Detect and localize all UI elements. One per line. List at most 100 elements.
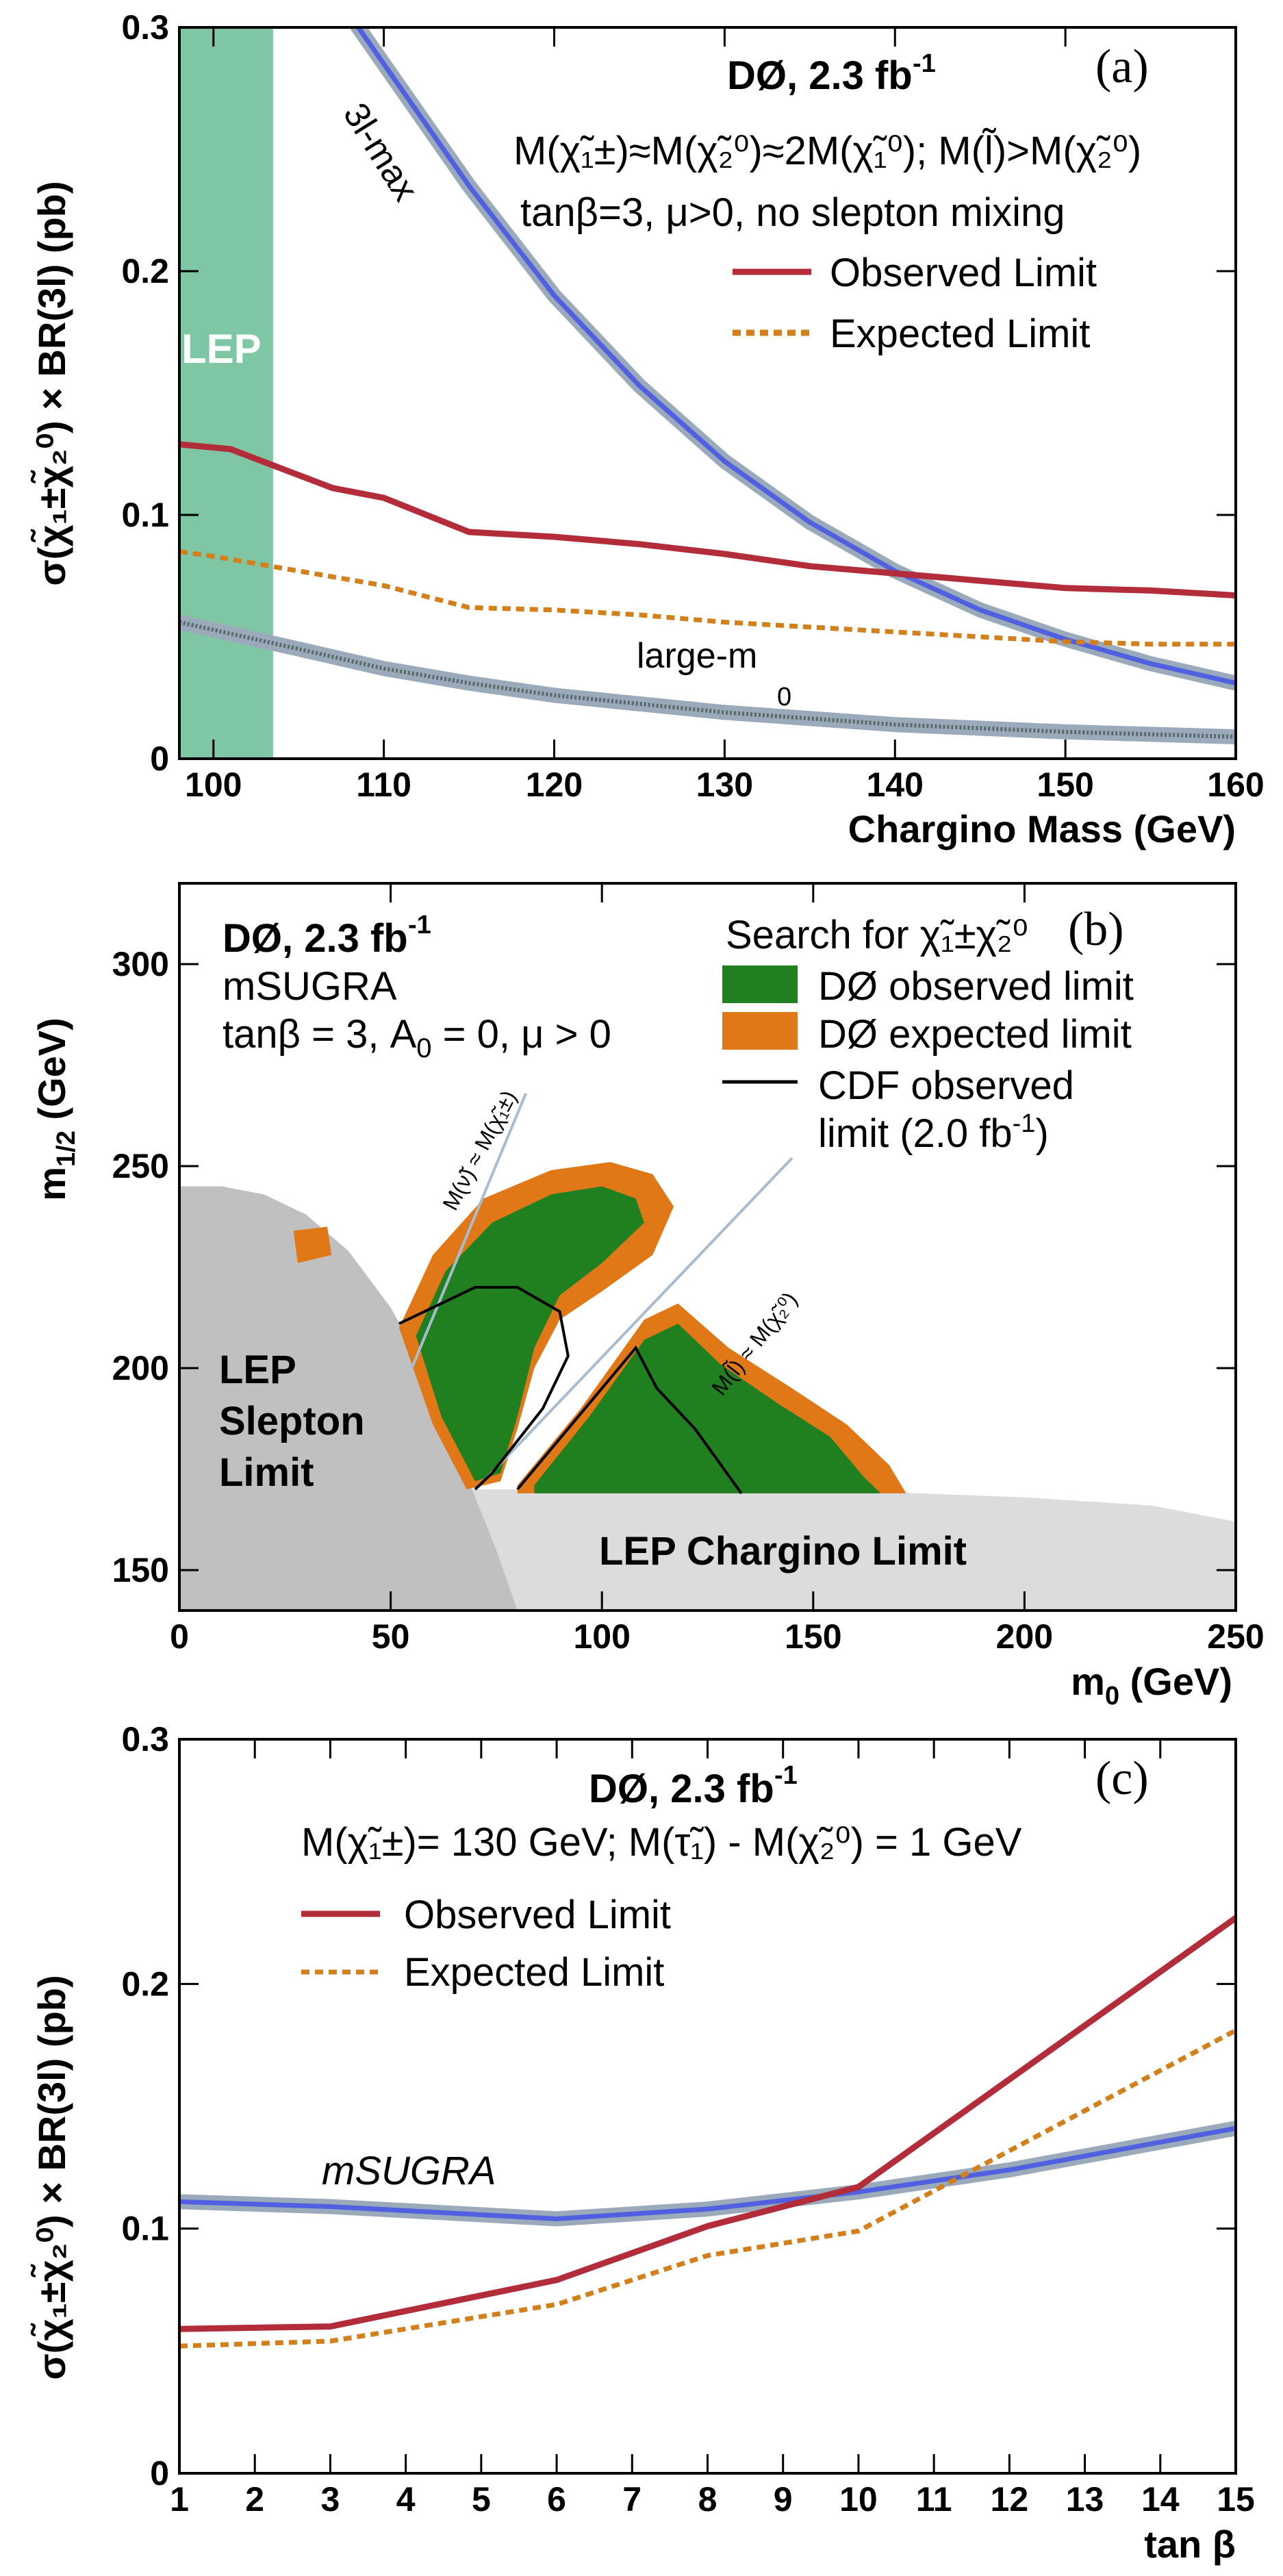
- panel-c-x-tick-label: 10: [839, 2480, 878, 2518]
- panel-a-label: (a): [1095, 40, 1149, 93]
- panel-b-x-tick-label: 100: [573, 1617, 630, 1656]
- panel-c-x-tick-label: 2: [245, 2480, 264, 2518]
- panel-c-x-tick-label: 6: [547, 2480, 566, 2518]
- panel-c-y-tick-label: 0.1: [121, 2210, 169, 2248]
- panel-c-y-axis-title: σ(χ̃₁±χ̃₂⁰) × BR(3l) (pb): [30, 1975, 73, 2379]
- panel-a-lep-label: LEP: [181, 326, 262, 372]
- panel-b-lep-chargino-label: LEP Chargino Limit: [599, 1529, 967, 1574]
- panel-b-search-label: Search for χ̃₁±χ̃₂⁰: [726, 913, 1028, 957]
- panel-c-x-tick-label: 15: [1217, 2480, 1255, 2518]
- panel-a-conditions-1: M(χ̃₁±)≈M(χ̃₂⁰)≈2M(χ̃₁⁰); M(l̃)>M(χ̃₂⁰): [513, 128, 1141, 173]
- panel-a-header-sup: -1: [913, 49, 936, 78]
- panel-a-x-tick-label: 160: [1207, 766, 1264, 804]
- panel-b-model: mSUGRA: [223, 964, 397, 1009]
- panel-c-label: (c): [1095, 1752, 1149, 1805]
- panel-a-legend-observed-label: Observed Limit: [830, 251, 1097, 295]
- panel-c-x-tick-label: 14: [1141, 2480, 1180, 2518]
- panel-a-expected-limit-line: [179, 548, 1236, 647]
- panel-a-y-tick-label: 0: [150, 740, 169, 778]
- panel-b-legend-cdf-label-2: limit (2.0 fb-1): [818, 1109, 1049, 1156]
- panel-b-x-tick-label: 0: [170, 1617, 189, 1656]
- panel-a-frame: [178, 26, 1237, 760]
- panel-b-x-axis-title: m0 (GeV): [1071, 1660, 1232, 1710]
- panel-c-x-tick-label: 12: [991, 2480, 1029, 2518]
- panel-a-x-tick-label: 130: [696, 766, 753, 804]
- panel-a-x-tick-label: 150: [1037, 766, 1093, 804]
- kinematic-line-2: [482, 1157, 793, 1482]
- panel-c-msugra-label: mSUGRA: [322, 2149, 496, 2193]
- panel-b-x-tick-label: 250: [1207, 1617, 1264, 1656]
- cdf-contour-1: [398, 1286, 570, 1491]
- panel-a-large-m0-line: [179, 620, 1236, 739]
- d0-observed-region-upper: [416, 1186, 644, 1482]
- panel-b-lep-slepton-line-2: Slepton: [219, 1399, 365, 1443]
- panel-c-observed-limit-line: [179, 1915, 1236, 2332]
- panel-a-y-tick-label: 0.2: [121, 252, 169, 290]
- d0-expected-region-small: [293, 1226, 332, 1263]
- panel-c-msugra-line: [179, 2125, 1236, 2221]
- panel-b-label: (b): [1068, 903, 1124, 956]
- panel-b-y-tick-label: 200: [112, 1349, 169, 1387]
- panel-c-x-tick-label: 5: [472, 2480, 491, 2518]
- panel-b-y-tick-label: 300: [112, 945, 169, 983]
- panel-b-legend-observed-label: DØ observed limit: [818, 964, 1134, 1009]
- panel-b-legend-expected-label: DØ expected limit: [818, 1012, 1132, 1057]
- panel-a-x-axis-title: Chargino Mass (GeV): [848, 807, 1236, 850]
- panel-c-x-tick-label: 13: [1066, 2480, 1104, 2518]
- panel-b-header: DØ, 2.3 fb: [223, 916, 408, 961]
- panel-c-header: DØ, 2.3 fb: [589, 1767, 774, 1811]
- panel-b-x-tick-label: 150: [785, 1617, 841, 1656]
- panel-a-legend-expected-label: Expected Limit: [830, 312, 1090, 356]
- panel-c-legend-expected-label: Expected Limit: [404, 1950, 664, 1995]
- panel-b-legend-expected-swatch: [722, 1012, 798, 1050]
- panel-c-x-tick-label: 8: [698, 2480, 717, 2518]
- panel-a-x-tick-label: 100: [185, 766, 242, 804]
- kinematic-line-1: [410, 1093, 527, 1369]
- panel-b-frame: [178, 882, 1237, 1612]
- panel-b-legend-cdf-label: CDF observed: [818, 1063, 1074, 1108]
- lep-slepton-region: [179, 1186, 518, 1611]
- panel-c-x-tick-label: 11: [916, 2480, 952, 2518]
- panel-a-y-axis-title: σ(χ̃₁±χ̃₂⁰) × BR(3l) (pb): [30, 181, 73, 585]
- panel-a-chart: 100 110 120 130 140 150 160 0 0.1 0.2 0.3 σ(χ̃₁±χ̃…: [30, 8, 1265, 850]
- panel-a-x-tick-label: 110: [356, 766, 411, 804]
- panel-c-y-tick-label: 0.2: [121, 1965, 169, 2003]
- panel-b-x-tick-label: 200: [996, 1617, 1053, 1656]
- panel-b-lep-slepton-line-1: LEP: [219, 1348, 296, 1392]
- panel-b-params: tanβ = 3, A0 = 0, μ > 0: [223, 1012, 611, 1063]
- panel-c-y-tick-label: 0.3: [121, 1720, 169, 1758]
- svg-text:m1/2 (GeV): m1/2 (GeV): [30, 1018, 81, 1201]
- panel-c-x-tick-label: 1: [170, 2480, 189, 2518]
- panel-a-y-tick-label: 0.1: [121, 496, 169, 534]
- panel-b-y-tick-label: 250: [112, 1147, 169, 1185]
- panel-a-observed-limit-line: [179, 441, 1236, 598]
- panel-c-x-axis-title: tan β: [1144, 2523, 1236, 2566]
- panel-a-x-tick-label: 140: [867, 766, 924, 804]
- panel-b-y-axis-title: m1/2 (GeV): [30, 1018, 81, 1201]
- panel-c-conditions: M(χ̃₁±)= 130 GeV; M(τ̃₁) - M(χ̃₂⁰) = 1 G…: [301, 1820, 1022, 1865]
- panel-c-x-tick-label: 4: [396, 2480, 416, 2518]
- panel-c-expected-limit-line: [179, 2028, 1236, 2349]
- panel-a-large-m0-label: large-m: [637, 636, 757, 676]
- panel-b-header-sup: -1: [408, 911, 431, 939]
- panel-a-large-m0-sub: 0: [777, 683, 791, 711]
- cdf-contour-2: [516, 1345, 743, 1495]
- lep-excluded-band: [179, 27, 273, 759]
- panel-a-x-tick-label: 120: [526, 766, 583, 804]
- panel-b-lep-slepton-line-3: Limit: [219, 1450, 314, 1495]
- panel-b-chart: 0 50 100 150 200 250 150 200 250 300 m1/2 (GeV) m…: [30, 882, 1265, 1710]
- panel-a-3l-max-line: [355, 27, 1236, 686]
- panel-b-legend-observed-swatch: [722, 965, 798, 1003]
- panel-b-y-tick-label: 150: [112, 1551, 169, 1589]
- panel-c-x-tick-label: 3: [321, 2480, 340, 2518]
- panel-c-x-tick-label: 9: [774, 2480, 793, 2518]
- panel-a-header: DØ, 2.3 fb: [727, 53, 913, 98]
- panel-a-conditions-2: tanβ=3, μ>0, no slepton mixing: [520, 190, 1065, 235]
- panel-a-y-tick-label: 0.3: [121, 8, 169, 47]
- panel-c-legend-observed-label: Observed Limit: [404, 1893, 671, 1937]
- panel-b-x-tick-label: 50: [372, 1617, 410, 1656]
- d0-observed-region-lower: [534, 1324, 881, 1493]
- panel-c-y-tick-label: 0: [150, 2454, 169, 2492]
